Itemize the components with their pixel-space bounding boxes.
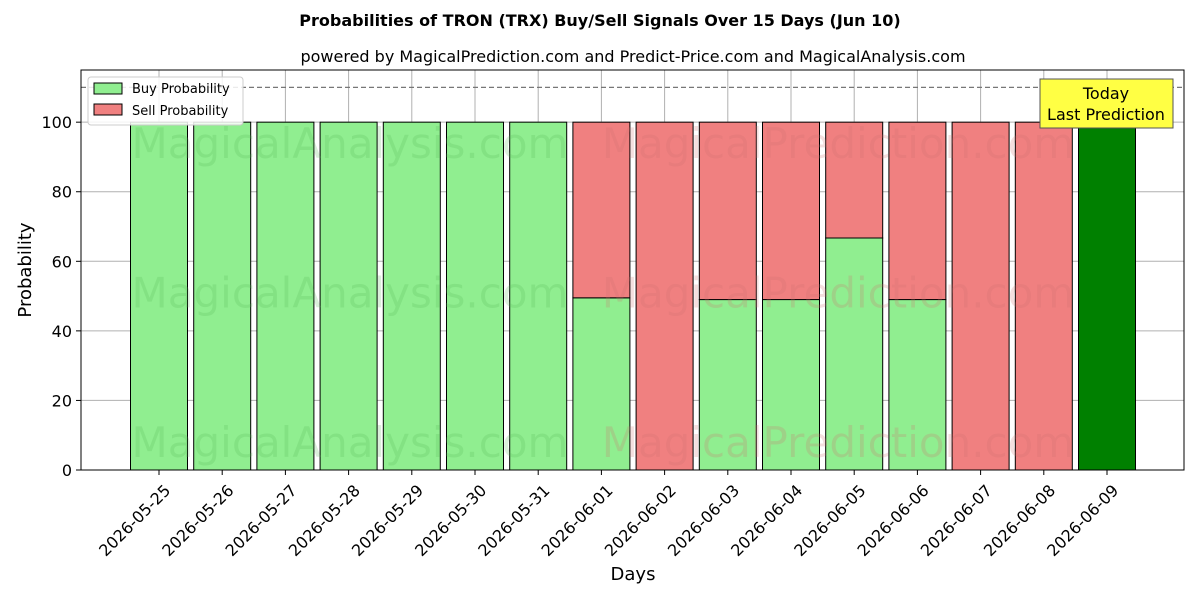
bar-buy-2026-06-06: [888, 299, 947, 471]
legend-swatch-buy: [93, 82, 123, 95]
bar-sell-2026-06-06: [888, 121, 947, 301]
bar-buy-2026-06-03: [698, 299, 757, 471]
bar-sell-2026-06-01: [572, 121, 631, 299]
watermark-right-1: MagicalPrediction.com: [602, 269, 1075, 318]
bar-buy-2026-05-29: [382, 121, 441, 471]
today-annotation: Today Last Prediction: [1039, 78, 1174, 129]
y-tick-label-1: 20: [52, 391, 72, 410]
y-tick-label-0: 0: [62, 461, 72, 480]
watermark-right-2: MagicalPrediction.com: [602, 418, 1075, 467]
plot-frame: [80, 69, 1185, 471]
bar-buy-2026-05-28: [319, 121, 378, 471]
y-axis-ticks: 0 20 40 60 80 100: [41, 113, 81, 480]
bar-buy-2026-06-05: [825, 237, 884, 471]
chart-title: Probabilities of TRON (TRX) Buy/Sell Sig…: [299, 11, 900, 30]
y-axis-label: Probability: [15, 222, 36, 317]
bar-buy-2026-06-09: [1078, 121, 1136, 471]
bar-sell-2026-06-02: [635, 121, 694, 471]
chart-subtitle: powered by MagicalPrediction.com and Pre…: [300, 47, 965, 66]
bar-sell-2026-06-04: [762, 121, 820, 301]
legend: Buy Probability Sell Probability: [87, 76, 244, 126]
bar-sell-2026-06-07: [951, 121, 1010, 471]
legend-label-sell: Sell Probability: [132, 104, 229, 119]
watermark-left-0: MagicalAnalysis.com: [132, 119, 569, 168]
bar-buy-2026-06-04: [762, 299, 820, 471]
y-tick-label-5: 100: [41, 113, 72, 132]
legend-label-buy: Buy Probability: [132, 82, 230, 97]
x-axis-label: Days: [611, 564, 656, 585]
watermark-right-0: MagicalPrediction.com: [602, 119, 1075, 168]
annotation-box: [1039, 78, 1174, 129]
annotation-line-1: Today: [1082, 84, 1129, 103]
annotation-line-2: Last Prediction: [1047, 105, 1165, 124]
bar-sell-2026-06-05: [825, 121, 884, 239]
bar-buy-2026-05-31: [509, 121, 568, 471]
bar-sell-2026-06-08: [1014, 121, 1073, 471]
watermarks: MagicalAnalysis.com MagicalPrediction.com…: [132, 119, 1075, 467]
legend-box: [87, 76, 244, 126]
watermark-left-2: MagicalAnalysis.com: [132, 418, 569, 467]
bar-sell-2026-06-03: [698, 121, 757, 301]
bar-buy-2026-05-30: [446, 121, 504, 471]
y-tick-label-3: 60: [52, 252, 72, 271]
y-tick-label-4: 80: [52, 183, 72, 202]
bar-buy-2026-05-27: [256, 121, 315, 471]
legend-swatch-sell: [93, 103, 123, 116]
y-tick-label-2: 40: [52, 322, 72, 341]
bars: [130, 121, 1136, 471]
x-axis-ticks: 2026-05-252026-05-262026-05-272026-05-28…: [95, 470, 1122, 560]
watermark-left-1: MagicalAnalysis.com: [132, 269, 569, 318]
